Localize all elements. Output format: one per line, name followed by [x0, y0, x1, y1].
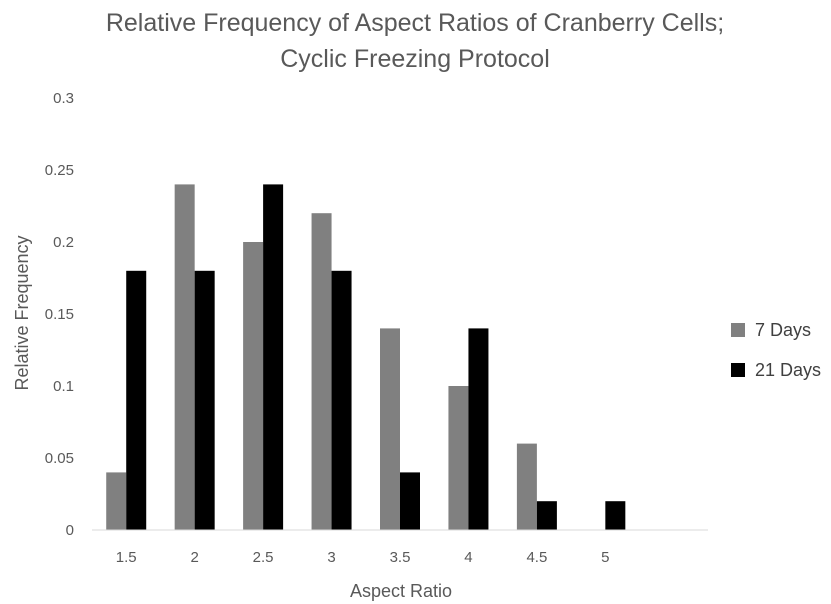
y-axis-ticks: 0 0.05 0.1 0.15 0.2 0.25 0.3 — [45, 90, 74, 539]
bar-series-1 — [243, 242, 264, 530]
legend-swatch — [731, 323, 745, 337]
bar-series-1 — [311, 213, 332, 530]
legend: 7 Days 21 Days — [731, 320, 821, 380]
x-tick-label: 3 — [327, 549, 335, 566]
bar-series-1 — [106, 472, 127, 530]
chart-title-line-1: Relative Frequency of Aspect Ratios of C… — [106, 9, 724, 37]
x-tick-label: 4 — [464, 549, 472, 566]
bar-series-1 — [380, 328, 400, 530]
bar-series-2 — [331, 270, 352, 530]
bar-series-1 — [516, 443, 537, 530]
x-tick-label: 2 — [190, 549, 198, 566]
bar-series-2 — [194, 270, 215, 530]
bar-series-2 — [126, 270, 147, 530]
x-tick-label: 1.5 — [116, 549, 137, 566]
y-tick-label: 0.05 — [45, 450, 74, 467]
y-tick-label: 0.3 — [53, 90, 74, 107]
bar-series-2 — [536, 501, 557, 530]
x-tick-label: 3.5 — [390, 549, 411, 566]
y-tick-label: 0.1 — [53, 378, 74, 395]
legend-label: 21 Days — [755, 360, 821, 380]
x-tick-label: 5 — [601, 549, 609, 566]
x-axis-ticks: 1.5 2 2.5 3 3.5 4 4.5 5 — [116, 549, 610, 566]
bar-series-2 — [400, 472, 420, 530]
y-axis-label: Relative Frequency — [12, 235, 32, 390]
chart-title-line-2: Cyclic Freezing Protocol — [280, 45, 550, 73]
x-tick-label: 2.5 — [253, 549, 274, 566]
bar-series-1 — [448, 386, 469, 530]
bars — [106, 184, 626, 530]
bar-series-2 — [263, 184, 284, 530]
y-tick-label: 0.25 — [45, 162, 74, 179]
bar-series-1 — [174, 184, 195, 530]
bar-series-2 — [605, 501, 626, 530]
x-tick-label: 4.5 — [526, 549, 547, 566]
bar-series-2 — [468, 328, 489, 530]
y-tick-label: 0.15 — [45, 306, 74, 323]
legend-swatch — [731, 363, 745, 377]
y-tick-label: 0.2 — [53, 234, 74, 251]
x-axis-label: Aspect Ratio — [350, 581, 452, 601]
legend-label: 7 Days — [755, 320, 811, 340]
y-tick-label: 0 — [66, 522, 74, 539]
